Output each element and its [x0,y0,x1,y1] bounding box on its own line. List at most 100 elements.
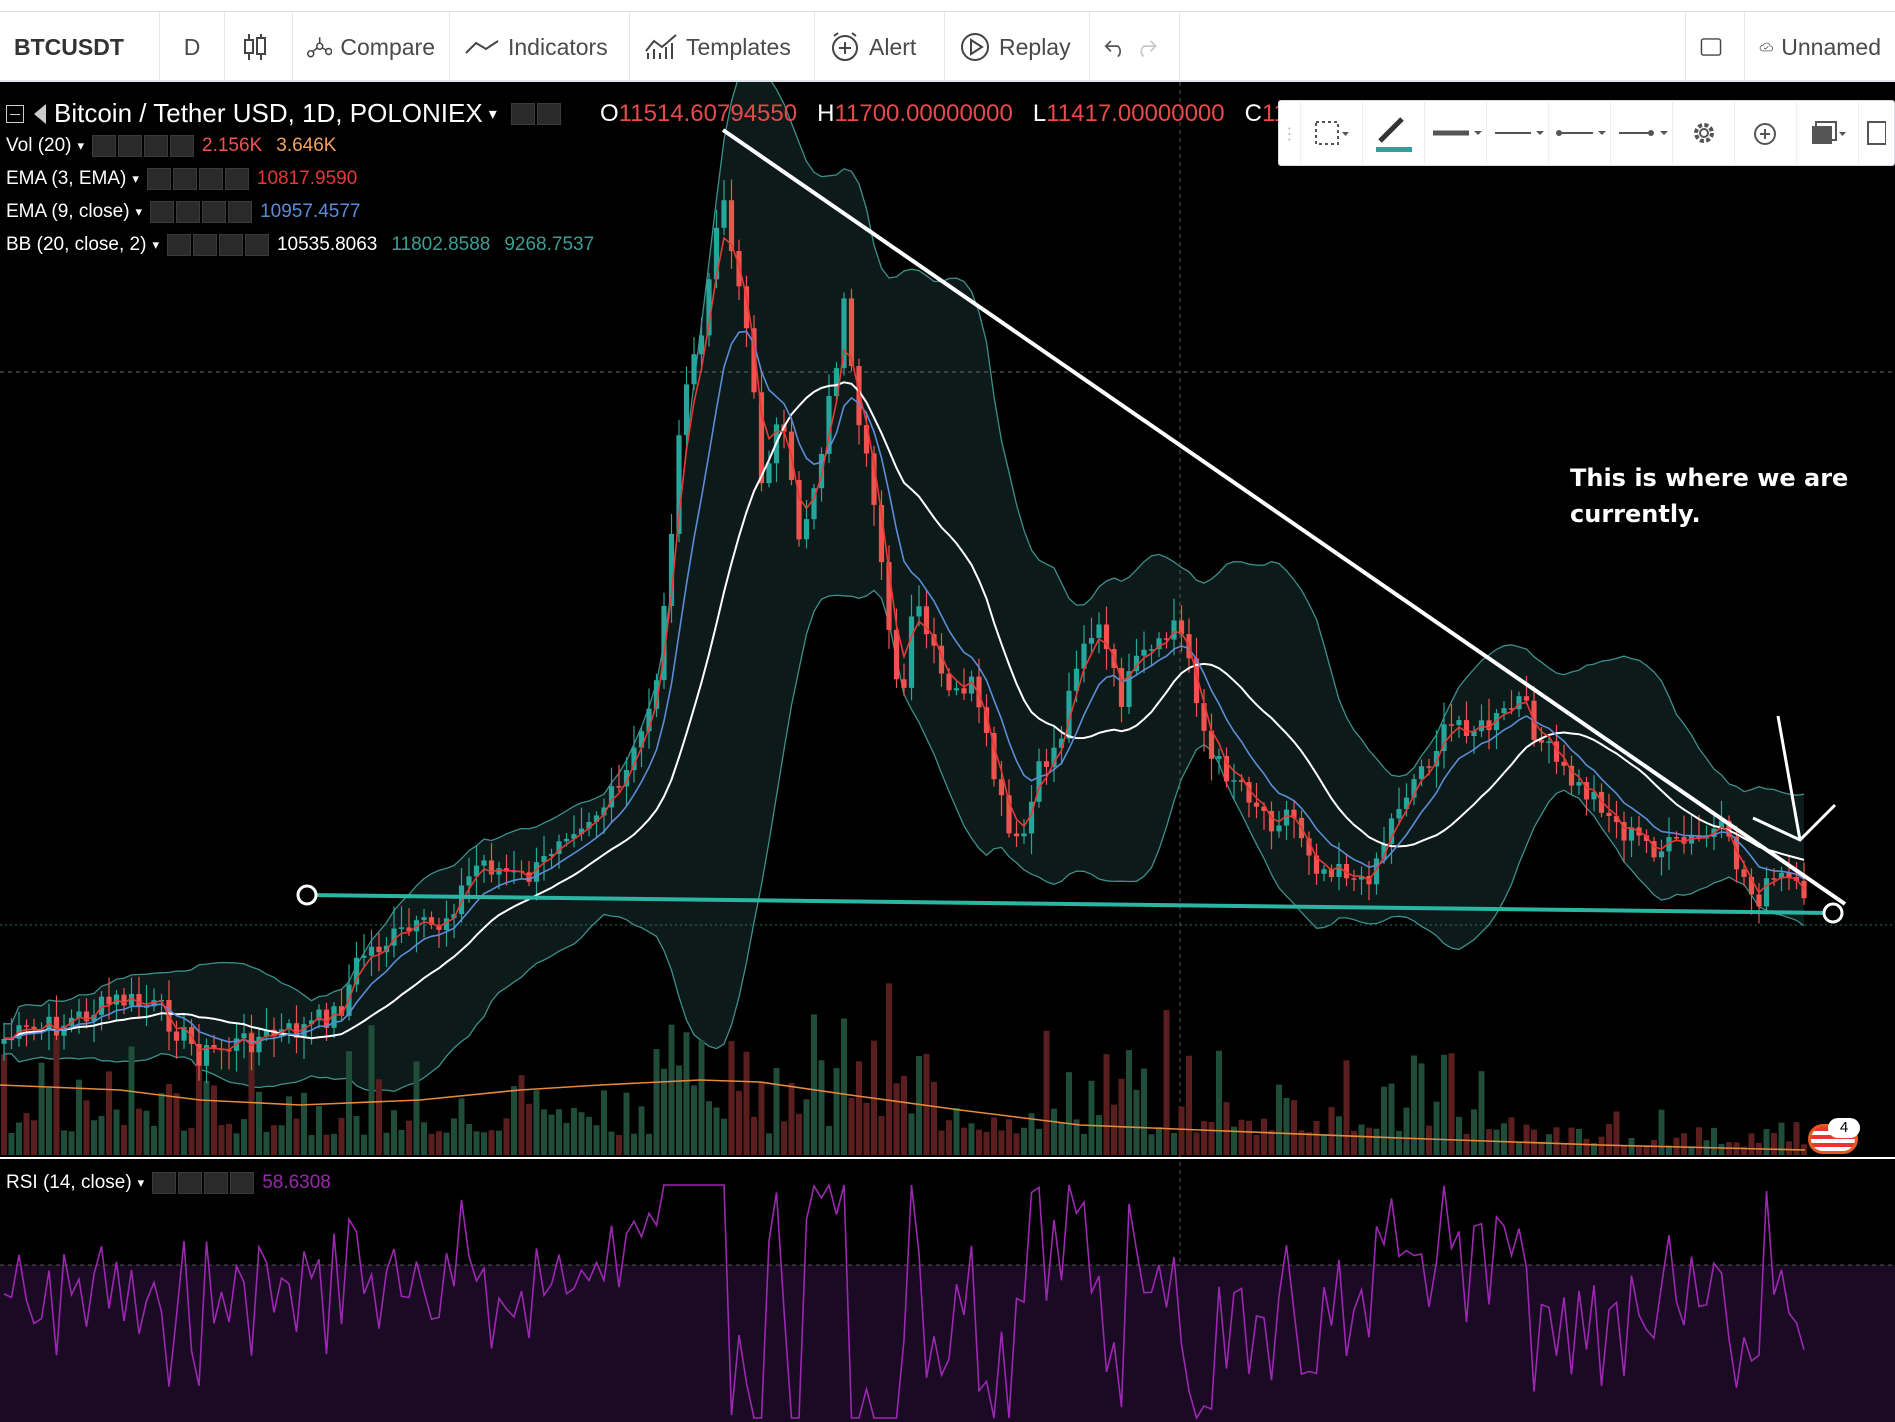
candle-body [1673,837,1680,839]
alert-label: Alert [869,33,917,60]
candle-body [1553,741,1560,762]
bb-controls[interactable] [166,234,269,256]
candle-body [1163,638,1170,640]
templates-button[interactable]: Templates [630,12,815,82]
volume-bar [683,1032,690,1155]
vol-controls[interactable] [92,135,195,157]
volume-bar [773,1068,780,1155]
drawing-settings-button[interactable] [1673,100,1735,166]
volume-bar [338,1117,345,1155]
candle-body [353,957,360,985]
events-badge[interactable]: 4 [1808,1118,1860,1156]
line-width-button[interactable] [1425,100,1487,166]
undo-icon[interactable] [1104,36,1127,58]
ema3-controls[interactable] [146,168,249,190]
volume-bar [1103,1054,1110,1155]
vol-legend[interactable]: Vol (20) ▾ 2.156K 3.646K [6,135,337,157]
candle-body [1756,894,1762,907]
chart-area[interactable] [0,82,1895,1422]
volume-bar [1568,1127,1575,1155]
volume-bar [578,1112,585,1155]
redo-icon[interactable] [1135,36,1158,58]
candle-body [931,634,937,646]
volume-bar [106,1071,112,1155]
volume-bar [121,1124,127,1155]
candle-body [563,838,570,842]
interval-button[interactable]: D [160,12,225,82]
clone-button[interactable] [1859,100,1889,166]
chart-canvas[interactable] [0,82,1895,1422]
candle-body [1171,620,1177,640]
candle-body [1426,766,1432,768]
symbol-controls[interactable] [510,102,561,125]
volume-bar [233,1133,240,1155]
save-layout-button[interactable]: Unnamed [1745,12,1895,82]
symbol-legend[interactable]: Bitcoin / Tether USD, 1D, POLONIEX ▾ [6,98,569,129]
candle-body [548,853,555,856]
ema3-legend[interactable]: EMA (3, EMA) ▾ 10817.9590 [6,168,358,190]
chart-type-button[interactable] [225,12,293,82]
visual-order-button[interactable] [1797,100,1859,166]
compare-button[interactable]: Compare [293,12,450,82]
indicators-button[interactable]: Indicators [450,12,630,82]
bb-mid-value: 10535.8063 [276,234,378,255]
volume-bar [728,1040,735,1155]
annotation-text[interactable]: This is where we are currently. [1570,460,1870,532]
line-start-button[interactable] [1549,100,1611,166]
line-style-button[interactable] [1487,100,1549,166]
indicators-label: Indicators [508,33,608,60]
chevron-down-icon[interactable]: ▾ [488,105,497,123]
rsi-controls[interactable] [152,1172,255,1194]
candle-body [886,562,892,630]
candle-body [301,1024,307,1038]
compare-icon [307,37,333,58]
volume-bar [1058,1122,1065,1155]
line-end-button[interactable] [1611,100,1673,166]
pen-color-button[interactable] [1363,100,1425,166]
collapse-icon[interactable] [6,104,24,123]
volume-bar [1748,1133,1755,1155]
volume-bar [1621,1145,1627,1155]
volume-bar [1328,1107,1335,1155]
drag-handle[interactable]: ⋮ [1279,100,1301,166]
volume-bar [1073,1119,1080,1155]
replay-button[interactable]: Replay [945,12,1090,82]
volume-bar [226,1123,232,1155]
volume-bar [481,1132,487,1155]
candle-body [976,676,982,708]
volume-bar [1178,1106,1185,1155]
candle-body [98,996,105,1015]
volume-bar [1171,1133,1177,1155]
volume-bar [428,1133,435,1155]
fullscreen-button[interactable] [1685,12,1745,82]
candle-body [923,606,930,635]
symbol-label: BTCUSDT [14,33,124,60]
volume-bar [1591,1143,1597,1155]
select-tool-button[interactable] [1301,100,1363,166]
volume-bar [1268,1130,1275,1155]
candle-body [1373,858,1380,885]
candle-body [91,1014,97,1022]
candle-body [331,1006,337,1028]
ema9-controls[interactable] [150,201,253,223]
ema9-legend[interactable]: EMA (9, close) ▾ 10957.4577 [6,201,361,223]
candle-body [1606,812,1612,816]
drawing-toolbar: ⋮ [1278,100,1895,166]
volume-bar [1538,1141,1545,1155]
alert-button[interactable]: Alert [815,12,945,82]
volume-bar [608,1131,615,1155]
volume-bar [766,1133,772,1155]
candle-body [623,770,630,787]
drawing-alert-button[interactable] [1735,100,1797,166]
annotation-line-2: currently. [1570,500,1701,528]
candle-body [938,645,945,674]
bb-legend[interactable]: BB (20, close, 2) ▾ 10535.8063 11802.8588… [6,234,595,256]
symbol-search-button[interactable]: BTCUSDT [0,12,160,82]
volume-bar [1321,1134,1327,1155]
candle-body [1231,780,1237,782]
volume-bar [1126,1050,1132,1155]
rsi-legend[interactable]: RSI (14, close) ▾ 58.6308 [6,1172,331,1194]
candle-body [203,1045,210,1066]
volume-bar [256,1091,262,1155]
candle-body [293,1023,300,1038]
